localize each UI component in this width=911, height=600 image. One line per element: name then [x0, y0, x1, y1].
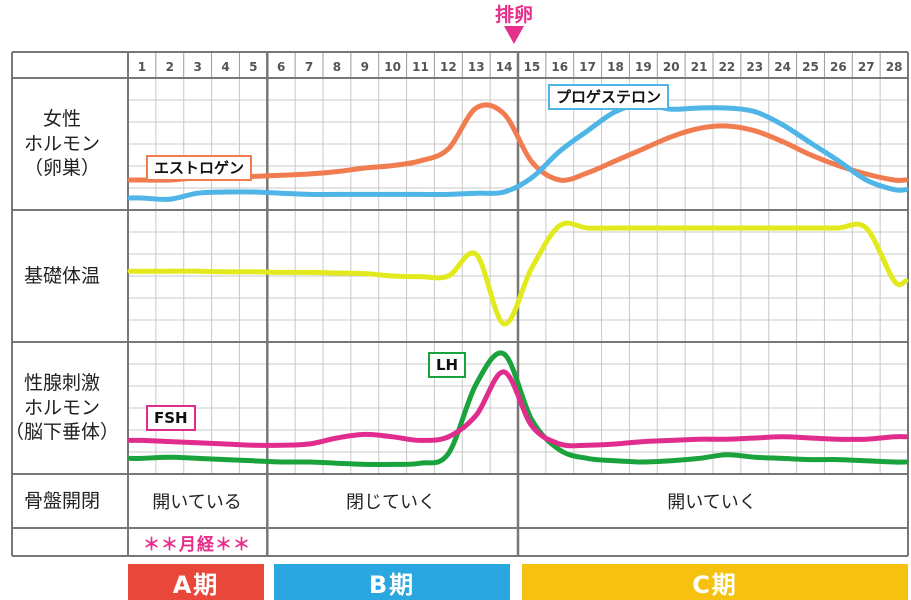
day-tick-label: 13 — [468, 60, 485, 74]
estrogen-tag: エストロゲン — [146, 155, 253, 181]
phase-c-bar: C期 — [522, 564, 908, 600]
day-tick-label: 12 — [440, 60, 457, 74]
day-tick-label: 14 — [496, 60, 513, 74]
bbt-line — [127, 220, 909, 327]
fsh-tag: FSH — [146, 405, 196, 431]
row-label-basal-body-temperature: 基礎体温 — [23, 264, 100, 287]
day-tick-label: 1 — [138, 60, 146, 74]
day-tick-label: 7 — [305, 60, 313, 74]
day-tick-label: 19 — [635, 60, 652, 74]
ovulation-label: 排卵 — [494, 4, 533, 26]
day-tick-label: 8 — [333, 60, 341, 74]
day-tick-label: 28 — [886, 60, 903, 74]
day-tick-label: 26 — [830, 60, 847, 74]
day-tick-label: 24 — [774, 60, 791, 74]
day-tick-label: 4 — [221, 60, 229, 74]
pelvis-state-closing: 閉じていく — [346, 492, 436, 513]
day-tick-label: 15 — [524, 60, 541, 74]
day-tick-label: 16 — [551, 60, 568, 74]
progesterone-tag: プロゲステロン — [548, 84, 670, 110]
phase-a-bar: A期 — [128, 564, 264, 600]
day-tick-label: 18 — [607, 60, 624, 74]
day-tick-label: 5 — [249, 60, 257, 74]
day-tick-label: 2 — [166, 60, 174, 74]
day-tick-label: 10 — [384, 60, 401, 74]
fsh-line — [127, 369, 909, 449]
ovulation-arrow-icon — [504, 26, 524, 44]
day-tick-label: 27 — [858, 60, 875, 74]
day-tick-label: 9 — [361, 60, 369, 74]
pelvis-state-opening: 開いていく — [667, 492, 757, 513]
day-tick-label: 22 — [719, 60, 736, 74]
progesterone-line — [127, 101, 909, 202]
row-label-gonadotropins: 性腺刺激 ホルモン （脳下垂体） — [4, 371, 119, 444]
row-label-ovarian-hormones: 女性 ホルモン （卵巣） — [23, 107, 100, 180]
day-tick-label: 11 — [412, 60, 429, 74]
menstruation-note: ＊＊月経＊＊ — [143, 534, 251, 555]
day-tick-label: 25 — [802, 60, 819, 74]
day-tick-label: 21 — [691, 60, 708, 74]
day-tick-label: 20 — [663, 60, 680, 74]
day-tick-label: 6 — [277, 60, 285, 74]
lh-tag: LH — [428, 352, 467, 378]
day-tick-label: 23 — [746, 60, 763, 74]
lh-line — [127, 350, 909, 468]
phase-b-bar: B期 — [274, 564, 510, 600]
day-tick-label: 3 — [193, 60, 201, 74]
day-tick-label: 17 — [579, 60, 596, 74]
pelvis-state-open: 開いている — [152, 492, 242, 513]
row-label-pelvis: 骨盤開閉 — [23, 489, 100, 512]
